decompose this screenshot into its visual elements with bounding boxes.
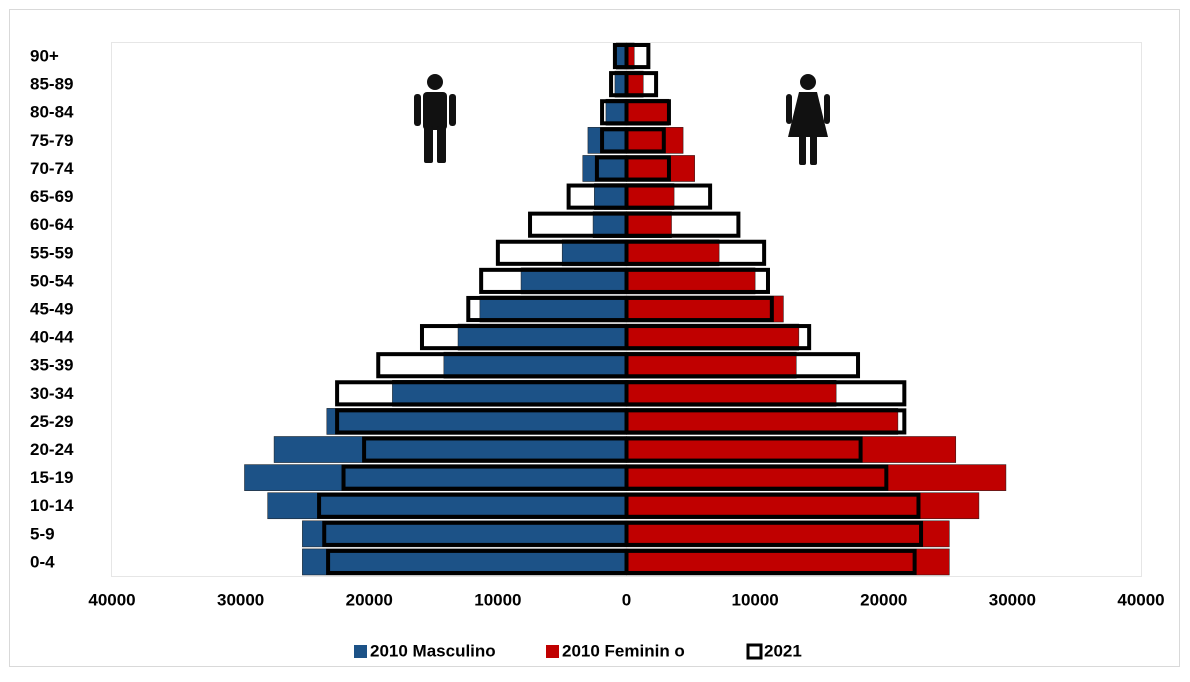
y-tick-label: 70-74: [30, 159, 74, 178]
bar: [626, 211, 672, 238]
bar: [626, 520, 950, 548]
bar-2021-outline: [624, 548, 917, 575]
bar: [626, 351, 797, 379]
legend-label: 2021: [764, 641, 802, 660]
y-tick-label: 25-29: [30, 412, 73, 431]
bar: [443, 351, 627, 379]
y-tick-label: 55-59: [30, 243, 73, 262]
bar: [457, 323, 627, 351]
bar-2021-outline: [624, 352, 861, 379]
bar-2021-outline: [624, 155, 671, 182]
bar: [626, 127, 684, 154]
bar-2021-outline: [624, 408, 907, 435]
bar: [626, 98, 670, 126]
bar-2021-outline: [624, 183, 713, 210]
bar: [626, 380, 837, 407]
bar: [594, 183, 627, 210]
y-tick-label: 85-89: [30, 75, 73, 94]
x-tick-label: 20000: [346, 590, 393, 609]
bar: [392, 380, 627, 407]
y-tick-label: 50-54: [30, 271, 74, 290]
bar-2021-outline: [624, 127, 666, 154]
bar-2021-outline: [624, 295, 774, 323]
y-tick-label: 60-64: [30, 215, 74, 234]
male-icon: [414, 74, 456, 163]
bar: [626, 183, 675, 210]
y-tick-label: 45-49: [30, 299, 73, 318]
bar-2021-outline: [624, 43, 651, 70]
y-tick-label: 30-34: [30, 384, 74, 403]
bar: [582, 155, 627, 182]
y-tick-label: 80-84: [30, 103, 74, 122]
bar-2021-outline: [624, 380, 907, 407]
y-tick-label: 90+: [30, 47, 59, 66]
bar-2021-outline: [624, 71, 659, 98]
legend-swatch: [354, 645, 367, 658]
x-tick-label: 10000: [731, 590, 778, 609]
y-tick-label: 65-69: [30, 187, 73, 206]
y-tick-label: 40-44: [30, 328, 74, 347]
bar: [520, 267, 627, 295]
y-tick-label: 20-24: [30, 440, 74, 459]
bar: [273, 436, 627, 463]
bar: [267, 492, 627, 520]
bar: [244, 464, 627, 491]
legend-swatch: [746, 643, 763, 660]
x-tick-label: 20000: [860, 590, 907, 609]
bar-2021-outline: [624, 520, 924, 547]
bar: [326, 408, 627, 435]
bar-2021-outline: [624, 324, 812, 351]
y-tick-label: 10-14: [30, 496, 74, 515]
plot-area: [111, 42, 1142, 577]
y-tick-label: 75-79: [30, 131, 73, 150]
x-tick-label: 10000: [474, 590, 521, 609]
bar-2021-outline: [624, 464, 889, 491]
legend-label: 2010 Masculino: [370, 641, 496, 660]
x-tick-label: 40000: [1117, 590, 1164, 609]
x-tick-label: 30000: [217, 590, 264, 609]
y-tick-label: 0-4: [30, 552, 55, 571]
bar: [626, 155, 695, 182]
x-tick-label: 40000: [88, 590, 135, 609]
legend-label: 2010 Feminin o: [562, 641, 685, 660]
y-tick-label: 35-39: [30, 356, 73, 375]
y-tick-label: 5-9: [30, 524, 55, 543]
female-icon: [786, 74, 830, 165]
x-tick-label: 30000: [989, 590, 1036, 609]
bar-2021-outline: [624, 211, 741, 238]
bar-2021-outline: [624, 436, 863, 463]
bar: [626, 436, 957, 463]
bar-2021-outline: [624, 492, 921, 519]
bar: [587, 127, 627, 154]
bar-2021-outline: [624, 239, 767, 266]
bar: [626, 408, 899, 435]
y-tick-label: 15-19: [30, 468, 73, 487]
bar-2021-outline: [624, 267, 770, 294]
x-tick-label: 0: [622, 590, 631, 609]
legend-swatch: [546, 645, 559, 658]
bar-2021-outline: [624, 99, 671, 126]
bar: [626, 267, 756, 295]
